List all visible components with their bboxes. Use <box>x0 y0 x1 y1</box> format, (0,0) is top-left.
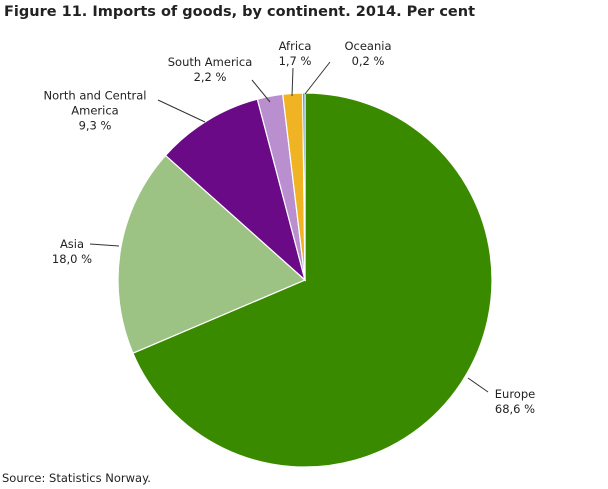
category-label: Europe <box>494 387 536 401</box>
leader-line <box>157 99 206 123</box>
leader-line <box>304 61 331 95</box>
value-label: 1,7 % <box>278 54 312 68</box>
value-label: 9,3 % <box>78 118 112 133</box>
category-label: Africa <box>278 39 312 53</box>
category-label: North and Central America <box>43 88 147 118</box>
slice-label: Asia 18,0 % <box>42 237 102 267</box>
category-label: Oceania <box>344 39 392 53</box>
slice-label: Europe 68,6 % <box>475 387 555 417</box>
leader-line <box>251 79 271 103</box>
leader-line <box>89 243 120 247</box>
chart-title: Figure 11. Imports of goods, by continen… <box>4 4 476 20</box>
pie-slice <box>164 98 307 282</box>
slice-label: Africa 1,7 % <box>270 39 320 69</box>
slice-label: North and Central America 9,3 % <box>35 89 155 134</box>
pie-slice <box>132 92 493 468</box>
slice-label: Oceania 0,2 % <box>333 39 403 69</box>
value-label: 18,0 % <box>51 252 93 266</box>
source-note: Source: Statistics Norway. <box>2 471 151 485</box>
category-label: Asia <box>59 237 85 251</box>
pie-slice <box>117 154 307 354</box>
leader-line <box>291 67 294 97</box>
category-label: South America <box>167 55 253 69</box>
leader-line <box>467 377 489 393</box>
value-label: 2,2 % <box>193 70 227 84</box>
value-label: 0,2 % <box>351 54 385 68</box>
slice-label: South America 2,2 % <box>155 55 265 85</box>
pie-slice <box>302 92 306 281</box>
value-label: 68,6 % <box>494 402 536 416</box>
